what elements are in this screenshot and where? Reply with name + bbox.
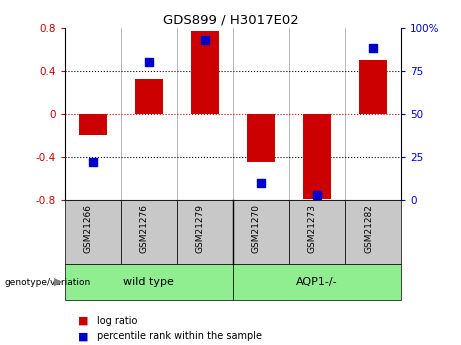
Text: percentile rank within the sample: percentile rank within the sample <box>97 332 262 341</box>
Point <box>201 37 208 42</box>
Text: GSM21282: GSM21282 <box>364 204 373 253</box>
Text: ■: ■ <box>78 332 89 341</box>
Bar <box>303 114 331 199</box>
Text: GSM21266: GSM21266 <box>83 204 93 253</box>
Bar <box>78 114 106 136</box>
Text: log ratio: log ratio <box>97 316 137 326</box>
Text: AQP1-/-: AQP1-/- <box>296 277 338 287</box>
Point <box>89 159 96 165</box>
Bar <box>135 79 163 114</box>
Text: ■: ■ <box>78 316 89 326</box>
Point <box>145 59 152 65</box>
Point <box>257 180 265 186</box>
Bar <box>191 31 219 114</box>
Text: GSM21276: GSM21276 <box>140 204 148 253</box>
Text: GSM21270: GSM21270 <box>252 204 261 253</box>
Text: wild type: wild type <box>123 277 174 287</box>
Bar <box>359 60 387 114</box>
Text: GDS899 / H3017E02: GDS899 / H3017E02 <box>163 14 298 27</box>
Bar <box>247 114 275 162</box>
Text: GSM21273: GSM21273 <box>308 204 317 253</box>
Text: ▶: ▶ <box>54 277 62 287</box>
Text: GSM21279: GSM21279 <box>196 204 205 253</box>
Point <box>369 46 377 51</box>
Point <box>313 192 321 198</box>
Text: genotype/variation: genotype/variation <box>5 277 91 287</box>
